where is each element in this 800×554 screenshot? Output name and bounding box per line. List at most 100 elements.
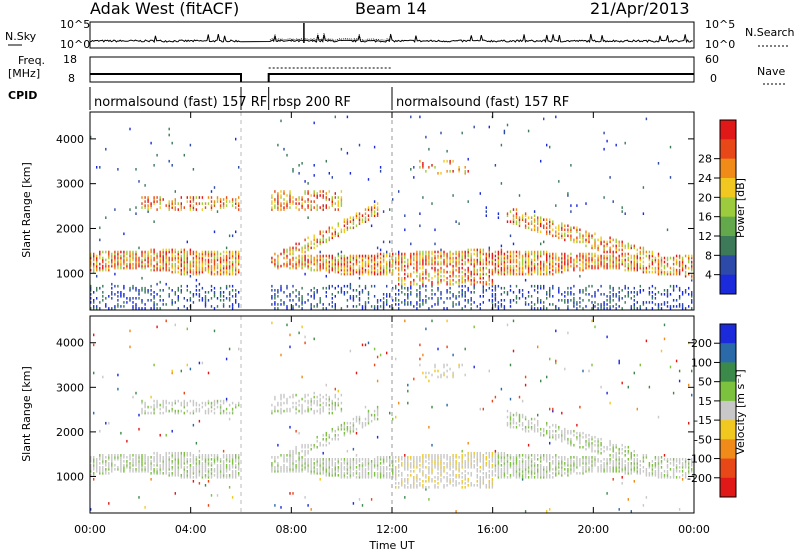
heatmap-cell xyxy=(340,198,343,201)
heatmap-cell xyxy=(90,256,92,260)
heatmap-cell xyxy=(361,421,364,425)
heatmap-cell xyxy=(144,460,146,463)
heatmap-cell xyxy=(316,470,318,473)
heatmap-cell xyxy=(376,476,379,479)
heatmap-cell xyxy=(419,303,421,306)
heatmap-cell xyxy=(540,224,542,228)
heatmap-cell xyxy=(90,252,92,256)
heatmap-cell xyxy=(289,246,291,250)
heatmap-cell xyxy=(361,268,364,272)
heatmap-cell xyxy=(633,305,635,308)
heatmap-cell xyxy=(210,494,213,497)
heatmap-cell xyxy=(153,196,155,199)
heatmap-cell xyxy=(235,256,237,260)
heatmap-cell xyxy=(491,299,494,302)
heatmap-cell xyxy=(277,464,279,467)
heatmap-cell xyxy=(337,284,339,288)
heatmap-cell xyxy=(470,462,472,465)
heatmap-cell xyxy=(376,355,379,359)
heatmap-cell xyxy=(319,268,321,272)
heatmap-cell xyxy=(633,307,635,310)
heatmap-cell xyxy=(153,405,155,409)
heatmap-cell xyxy=(274,289,276,292)
heatmap-cell xyxy=(171,248,173,252)
heatmap-cell xyxy=(304,256,306,260)
heatmap-cell xyxy=(105,468,107,471)
heatmap-cell xyxy=(398,458,400,461)
heatmap-cell xyxy=(594,240,596,244)
heatmap-cell xyxy=(162,462,164,465)
heatmap-cell xyxy=(533,256,536,260)
heatmap-cell xyxy=(177,468,179,471)
heatmap-cell xyxy=(120,260,122,264)
heatmap-cell xyxy=(407,274,409,278)
heatmap-cell xyxy=(392,476,394,479)
heatmap-cell xyxy=(231,305,234,308)
heatmap-cell xyxy=(93,460,95,463)
heatmap-cell xyxy=(168,295,170,298)
heatmap-cell xyxy=(274,466,276,469)
heatmap-cell xyxy=(352,258,355,262)
heatmap-cell xyxy=(93,466,95,469)
heatmap-cell xyxy=(337,474,339,477)
heatmap-cell xyxy=(325,291,327,294)
heatmap-cell xyxy=(364,256,367,260)
heatmap-cell xyxy=(549,262,551,266)
heatmap-cell xyxy=(195,289,198,292)
heatmap-cell xyxy=(588,256,590,260)
heatmap-cell xyxy=(117,250,119,254)
heatmap-cell xyxy=(141,407,143,411)
heatmap-cell xyxy=(479,456,481,459)
heatmap-cell xyxy=(470,278,472,282)
heatmap-cell xyxy=(201,264,204,268)
heatmap-cell xyxy=(419,286,421,290)
heatmap-cell xyxy=(666,289,669,292)
heatmap-cell xyxy=(207,458,210,461)
heatmap-cell xyxy=(325,268,327,272)
heatmap-cell xyxy=(319,468,321,471)
heatmap-cell xyxy=(343,258,346,262)
heatmap-cell xyxy=(597,246,599,250)
heatmap-cell xyxy=(289,252,291,256)
heatmap-cell xyxy=(482,478,484,481)
heatmap-cell xyxy=(533,268,536,272)
heatmap-cell xyxy=(105,464,107,467)
heatmap-cell xyxy=(301,375,303,379)
heatmap-cell xyxy=(313,445,315,449)
heatmap-cell xyxy=(316,194,318,197)
heatmap-cell xyxy=(192,470,195,473)
heatmap-cell xyxy=(419,468,421,471)
heatmap-cell xyxy=(319,470,321,473)
heatmap-cell xyxy=(177,289,179,292)
heatmap-cell xyxy=(688,266,690,270)
heatmap-cell xyxy=(93,458,95,461)
heatmap-cell xyxy=(407,258,409,262)
heatmap-cell xyxy=(289,248,291,252)
heatmap-cell xyxy=(443,486,445,489)
heatmap-cell xyxy=(533,303,536,306)
heatmap-cell xyxy=(352,472,355,475)
heatmap-cell xyxy=(180,476,182,479)
heatmap-cell xyxy=(428,307,430,310)
heatmap-cell xyxy=(449,282,451,286)
heatmap-cell xyxy=(319,250,321,254)
heatmap-cell xyxy=(407,466,409,469)
heatmap-cell xyxy=(141,468,143,471)
heatmap-cell xyxy=(129,250,131,254)
heatmap-cell xyxy=(555,254,557,258)
heatmap-cell xyxy=(138,307,140,310)
heatmap-cell xyxy=(597,260,599,264)
heatmap-cell xyxy=(681,258,684,262)
heatmap-cell xyxy=(322,395,324,399)
heatmap-cell xyxy=(452,373,454,377)
heatmap-cell xyxy=(138,180,140,183)
heatmap-cell xyxy=(470,482,472,485)
heatmap-cell xyxy=(407,383,409,387)
heatmap-cell xyxy=(289,202,291,205)
heatmap-cell xyxy=(588,238,590,242)
heatmap-cell xyxy=(497,212,500,215)
heatmap-cell xyxy=(395,293,397,296)
heatmap-cell xyxy=(491,282,494,286)
heatmap-cell xyxy=(216,401,219,405)
y-tick-label: 2000 xyxy=(56,222,84,235)
